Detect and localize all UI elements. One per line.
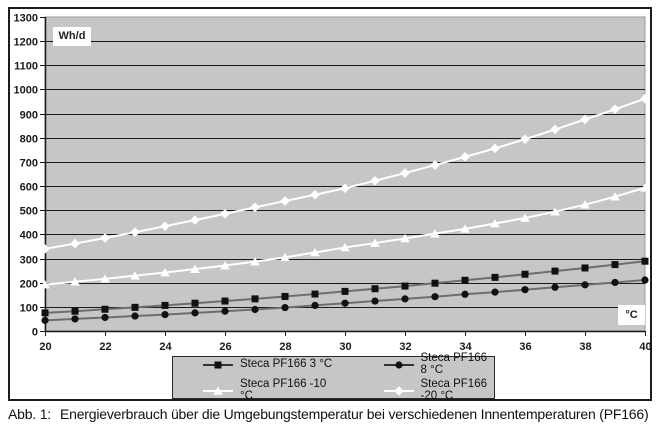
y-tick-label: 400: [20, 230, 38, 242]
x-tick-label: 40: [639, 341, 650, 353]
y-tick-label: 900: [20, 110, 38, 122]
y-tick-label: 800: [20, 134, 38, 146]
y-tick-label: 1100: [14, 61, 38, 73]
series-steca-pf166-8-c: [41, 276, 649, 324]
line-chart-plot: 0 100 200 300 400 500 600 700 800 900 1000 1100 1200…: [10, 9, 650, 399]
square-series-marker-icon: [203, 360, 233, 370]
legend-item-steca-pf166-3c: Steca PF166 3 °C: [173, 353, 334, 376]
y-tick-label: 0: [32, 327, 38, 339]
tick-marks: [40, 17, 646, 336]
triangle-series-marker-icon: [203, 386, 233, 396]
y-tick-label: 1300: [14, 13, 38, 25]
y-tick-label: 300: [20, 255, 38, 267]
x-tick-label: 22: [99, 341, 111, 353]
x-tick-label: 20: [39, 341, 51, 353]
legend-label: Steca PF166 8 °C: [420, 352, 487, 376]
legend-label: Steca PF166 -20 °C: [420, 378, 487, 402]
x-tick-label: 24: [159, 341, 172, 353]
y-axis-unit-label: Wh/d: [53, 27, 91, 46]
y-tick-label: 700: [20, 158, 38, 170]
figure-caption-number: Abb. 1:: [8, 406, 51, 422]
diamond-series-marker-icon: [383, 385, 414, 396]
plot-background: [44, 16, 646, 332]
y-tick-label: 200: [20, 279, 38, 291]
x-tick-label: 38: [579, 341, 591, 353]
x-tick-label: 36: [519, 341, 531, 353]
legend-item-steca-pf166-minus20c: Steca PF166 -20 °C: [334, 378, 495, 402]
legend-item-steca-pf166-minus10c: Steca PF166 -10 °C: [173, 378, 334, 402]
figure-caption-text: Energieverbrauch über die Umgebungstempe…: [59, 406, 649, 422]
y-tick-label: 600: [20, 182, 38, 194]
figure-caption: Abb. 1: Energieverbrauch über die Umgebun…: [8, 406, 660, 422]
x-axis-unit-label: °C: [618, 305, 645, 325]
x-tick-label: 30: [339, 341, 351, 353]
y-tick-label: 500: [20, 206, 38, 218]
series-steca-pf166-10-c: [40, 183, 650, 289]
series-steca-pf166-20-c: [40, 93, 650, 254]
chart-svg: 0 100 200 300 400 500 600 700 800 900 1000 1100 1200…: [14, 13, 650, 354]
y-tick-label: 1200: [14, 37, 38, 49]
chart-frame: 0 100 200 300 400 500 600 700 800 900 1000 1100 1200…: [8, 7, 652, 401]
x-tick-label: 28: [279, 341, 291, 353]
series-steca-pf166-3-c: [41, 257, 649, 317]
legend-label: Steca PF166 -10 °C: [240, 378, 327, 402]
legend-item-steca-pf166-8c: Steca PF166 8 °C: [334, 352, 495, 376]
x-tick-label: 32: [399, 341, 411, 353]
x-tick-label: 26: [219, 341, 231, 353]
y-tick-label: 1000: [14, 85, 38, 97]
y-tick-label: 100: [20, 303, 38, 315]
legend-label: Steca PF166 3 °C: [240, 357, 333, 370]
legend: Steca PF166 3 °C Steca PF166 8 °C Steca …: [172, 352, 495, 402]
x-tick-label: 34: [459, 341, 472, 353]
circle-series-marker-icon: [383, 360, 414, 370]
tick-labels: 0 100 200 300 400 500 600 700 800 900 1000 1100 1200…: [14, 13, 650, 354]
